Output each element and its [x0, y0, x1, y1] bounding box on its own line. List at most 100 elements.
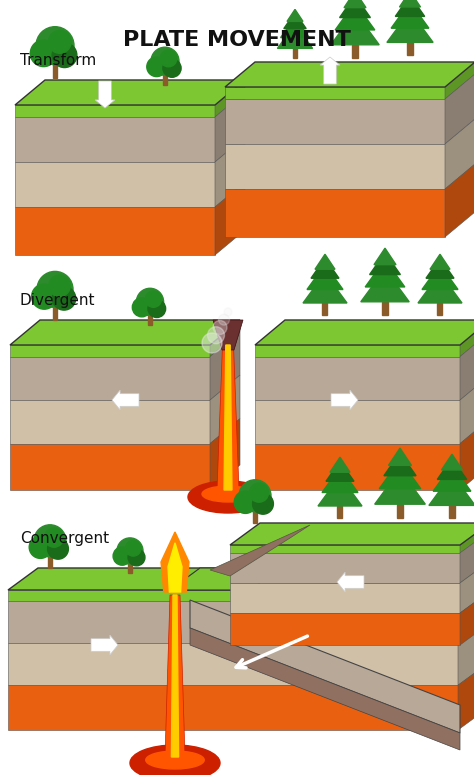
- Circle shape: [37, 271, 73, 308]
- Polygon shape: [215, 92, 245, 162]
- Text: PLATE MOVEMENT: PLATE MOVEMENT: [123, 30, 351, 50]
- Polygon shape: [281, 18, 310, 38]
- Polygon shape: [168, 542, 182, 592]
- Polygon shape: [391, 2, 429, 28]
- Polygon shape: [10, 356, 210, 400]
- Polygon shape: [230, 583, 460, 613]
- Polygon shape: [344, 0, 366, 8]
- Polygon shape: [384, 453, 416, 476]
- Bar: [163, 72, 167, 85]
- Polygon shape: [230, 523, 474, 545]
- Bar: [53, 61, 57, 78]
- Bar: [382, 301, 388, 315]
- Polygon shape: [374, 248, 396, 265]
- Polygon shape: [210, 418, 240, 490]
- Text: Transform: Transform: [20, 53, 96, 68]
- Polygon shape: [210, 375, 240, 443]
- Polygon shape: [15, 80, 245, 105]
- Polygon shape: [210, 332, 240, 400]
- Bar: [449, 505, 455, 518]
- Polygon shape: [215, 182, 245, 255]
- Circle shape: [208, 327, 225, 344]
- Polygon shape: [8, 685, 458, 730]
- Polygon shape: [460, 591, 474, 645]
- Polygon shape: [370, 253, 401, 274]
- Ellipse shape: [188, 481, 268, 513]
- Polygon shape: [217, 345, 239, 490]
- Polygon shape: [361, 269, 409, 301]
- Circle shape: [148, 300, 165, 318]
- Circle shape: [224, 308, 232, 316]
- Bar: [322, 303, 328, 315]
- Polygon shape: [10, 345, 210, 356]
- Circle shape: [219, 314, 229, 325]
- Polygon shape: [224, 345, 232, 490]
- Polygon shape: [460, 523, 474, 553]
- Circle shape: [160, 50, 177, 67]
- Circle shape: [234, 491, 256, 513]
- Polygon shape: [458, 622, 474, 685]
- Circle shape: [34, 525, 66, 556]
- Circle shape: [151, 47, 179, 75]
- Circle shape: [202, 333, 222, 353]
- Polygon shape: [255, 443, 460, 490]
- Polygon shape: [230, 545, 460, 553]
- Polygon shape: [172, 595, 179, 757]
- Polygon shape: [460, 332, 474, 400]
- Bar: [337, 506, 343, 518]
- Circle shape: [32, 284, 57, 309]
- Circle shape: [147, 57, 166, 77]
- Polygon shape: [10, 400, 210, 443]
- Polygon shape: [460, 531, 474, 583]
- Polygon shape: [445, 62, 474, 99]
- Bar: [48, 553, 52, 568]
- Polygon shape: [322, 467, 358, 492]
- Polygon shape: [15, 117, 215, 162]
- Polygon shape: [389, 448, 411, 465]
- Circle shape: [126, 540, 141, 556]
- Polygon shape: [112, 390, 139, 410]
- Polygon shape: [337, 572, 364, 592]
- Polygon shape: [445, 74, 474, 144]
- Polygon shape: [460, 418, 474, 490]
- Polygon shape: [225, 189, 445, 237]
- Circle shape: [145, 291, 162, 308]
- Polygon shape: [284, 12, 306, 29]
- Text: Divergent: Divergent: [20, 293, 95, 308]
- Polygon shape: [95, 81, 115, 108]
- Polygon shape: [387, 11, 433, 43]
- Polygon shape: [225, 87, 445, 99]
- Circle shape: [113, 547, 131, 565]
- Circle shape: [163, 59, 181, 78]
- Polygon shape: [210, 320, 240, 356]
- Polygon shape: [215, 137, 245, 207]
- Polygon shape: [445, 119, 474, 189]
- Polygon shape: [255, 320, 474, 345]
- Bar: [293, 48, 297, 58]
- Polygon shape: [225, 99, 445, 144]
- Circle shape: [137, 288, 164, 315]
- Polygon shape: [460, 561, 474, 613]
- Polygon shape: [225, 62, 474, 87]
- Bar: [407, 43, 413, 55]
- Polygon shape: [230, 613, 460, 645]
- Polygon shape: [303, 273, 347, 303]
- Polygon shape: [225, 144, 445, 189]
- Polygon shape: [365, 260, 405, 287]
- Polygon shape: [91, 635, 118, 655]
- Polygon shape: [255, 345, 460, 356]
- Polygon shape: [287, 9, 303, 22]
- Circle shape: [132, 298, 151, 317]
- Polygon shape: [458, 568, 474, 601]
- Polygon shape: [330, 457, 350, 472]
- Circle shape: [239, 480, 271, 512]
- Polygon shape: [165, 595, 185, 757]
- Polygon shape: [190, 600, 460, 733]
- Polygon shape: [400, 0, 420, 7]
- Polygon shape: [15, 162, 215, 207]
- Polygon shape: [395, 0, 425, 16]
- Bar: [128, 561, 132, 573]
- Polygon shape: [426, 258, 454, 278]
- Polygon shape: [15, 207, 215, 255]
- Polygon shape: [318, 476, 362, 506]
